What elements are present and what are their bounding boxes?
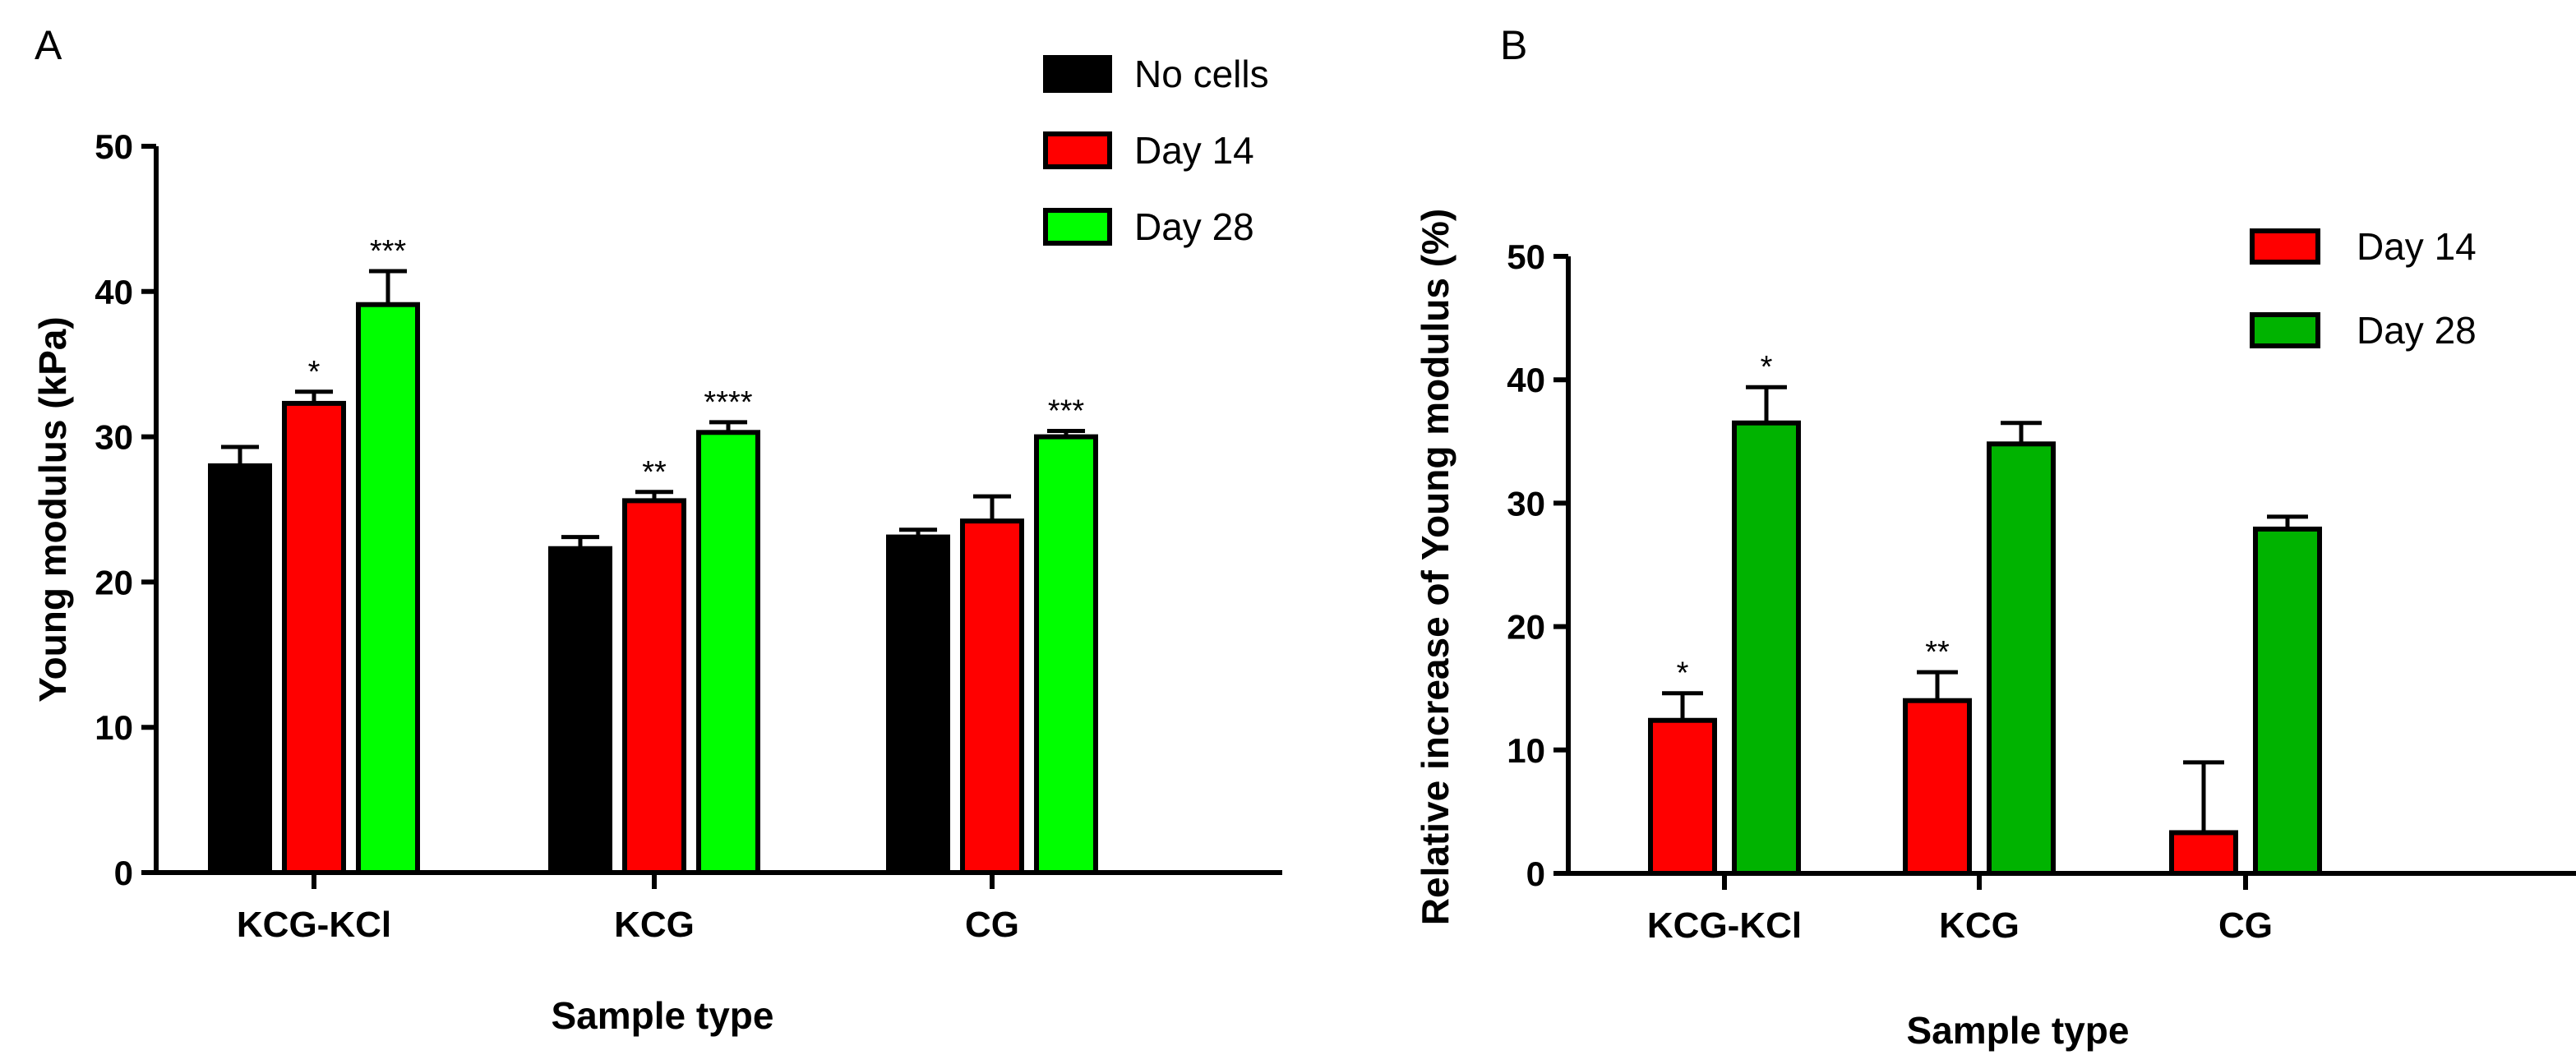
legend-label: Day 28 (2357, 309, 2477, 352)
bar (1903, 698, 1972, 876)
bar (1732, 420, 1801, 876)
legend-swatch (1043, 131, 1112, 169)
legend-swatch (2250, 228, 2320, 265)
x-tick-label: KCG-KCl (237, 905, 391, 945)
x-tick-label: CG (2218, 905, 2273, 946)
bar (356, 302, 420, 876)
y-tick-label: 0 (1526, 854, 1545, 893)
x-tick-label: KCG (614, 905, 695, 945)
y-tick-label: 50 (1507, 237, 1545, 276)
bar (1648, 717, 1717, 877)
legend-label: Day 28 (1134, 205, 1254, 248)
bar (696, 430, 760, 875)
y-tick-label: 40 (1507, 361, 1545, 399)
y-tick-label: 20 (95, 563, 133, 601)
bar (622, 498, 686, 876)
panel-a: A 0 10 20 30 40 50 Young modulus (kPa) Sample ty… (31, 22, 1282, 1037)
x-axis-title: Sample type (1907, 1009, 2130, 1052)
bar (1034, 434, 1098, 875)
bar (960, 518, 1024, 875)
x-tick-label: KCG (1939, 905, 2020, 946)
bar (886, 534, 950, 875)
significance-marker: * (1677, 656, 1689, 691)
legend-label: No cells (1134, 53, 1269, 95)
panel-label: B (1500, 22, 1527, 68)
significance-marker: *** (370, 234, 407, 269)
y-tick-label: 0 (114, 854, 133, 892)
bar (548, 546, 612, 876)
y-tick-label: 30 (1507, 484, 1545, 523)
legend-label: Day 14 (2357, 225, 2477, 268)
panel-label: A (35, 22, 62, 68)
y-tick-label: 40 (95, 273, 133, 311)
legend-swatch (2250, 312, 2320, 348)
legend-swatch (1043, 208, 1112, 246)
significance-marker: * (308, 355, 321, 389)
bar (2169, 830, 2238, 877)
panel-b: B 0 10 20 30 40 50 Relative increase of Young m… (1414, 22, 2576, 1052)
legend-swatch (1043, 55, 1112, 93)
y-tick-label: 30 (95, 418, 133, 457)
x-axis-title: Sample type (552, 994, 774, 1037)
y-axis-title: Young modulus (kPa) (31, 316, 74, 702)
y-tick-label: 10 (1507, 731, 1545, 770)
y-axis-title: Relative increase of Young modulus (%) (1414, 209, 1457, 925)
bar (282, 400, 346, 876)
significance-marker: *** (1048, 394, 1085, 429)
legend-label: Day 14 (1134, 129, 1254, 172)
bar (2253, 526, 2322, 877)
y-tick-label: 50 (95, 127, 133, 166)
significance-marker: ** (642, 455, 667, 490)
significance-marker: * (1761, 350, 1773, 385)
significance-marker: ** (1925, 635, 1950, 670)
bar (208, 463, 272, 876)
x-tick-label: CG (965, 905, 1019, 945)
y-tick-label: 10 (95, 708, 133, 747)
y-tick-label: 20 (1507, 608, 1545, 647)
bar (1987, 441, 2056, 876)
significance-marker: **** (704, 385, 752, 420)
x-tick-label: KCG-KCl (1647, 905, 1802, 946)
